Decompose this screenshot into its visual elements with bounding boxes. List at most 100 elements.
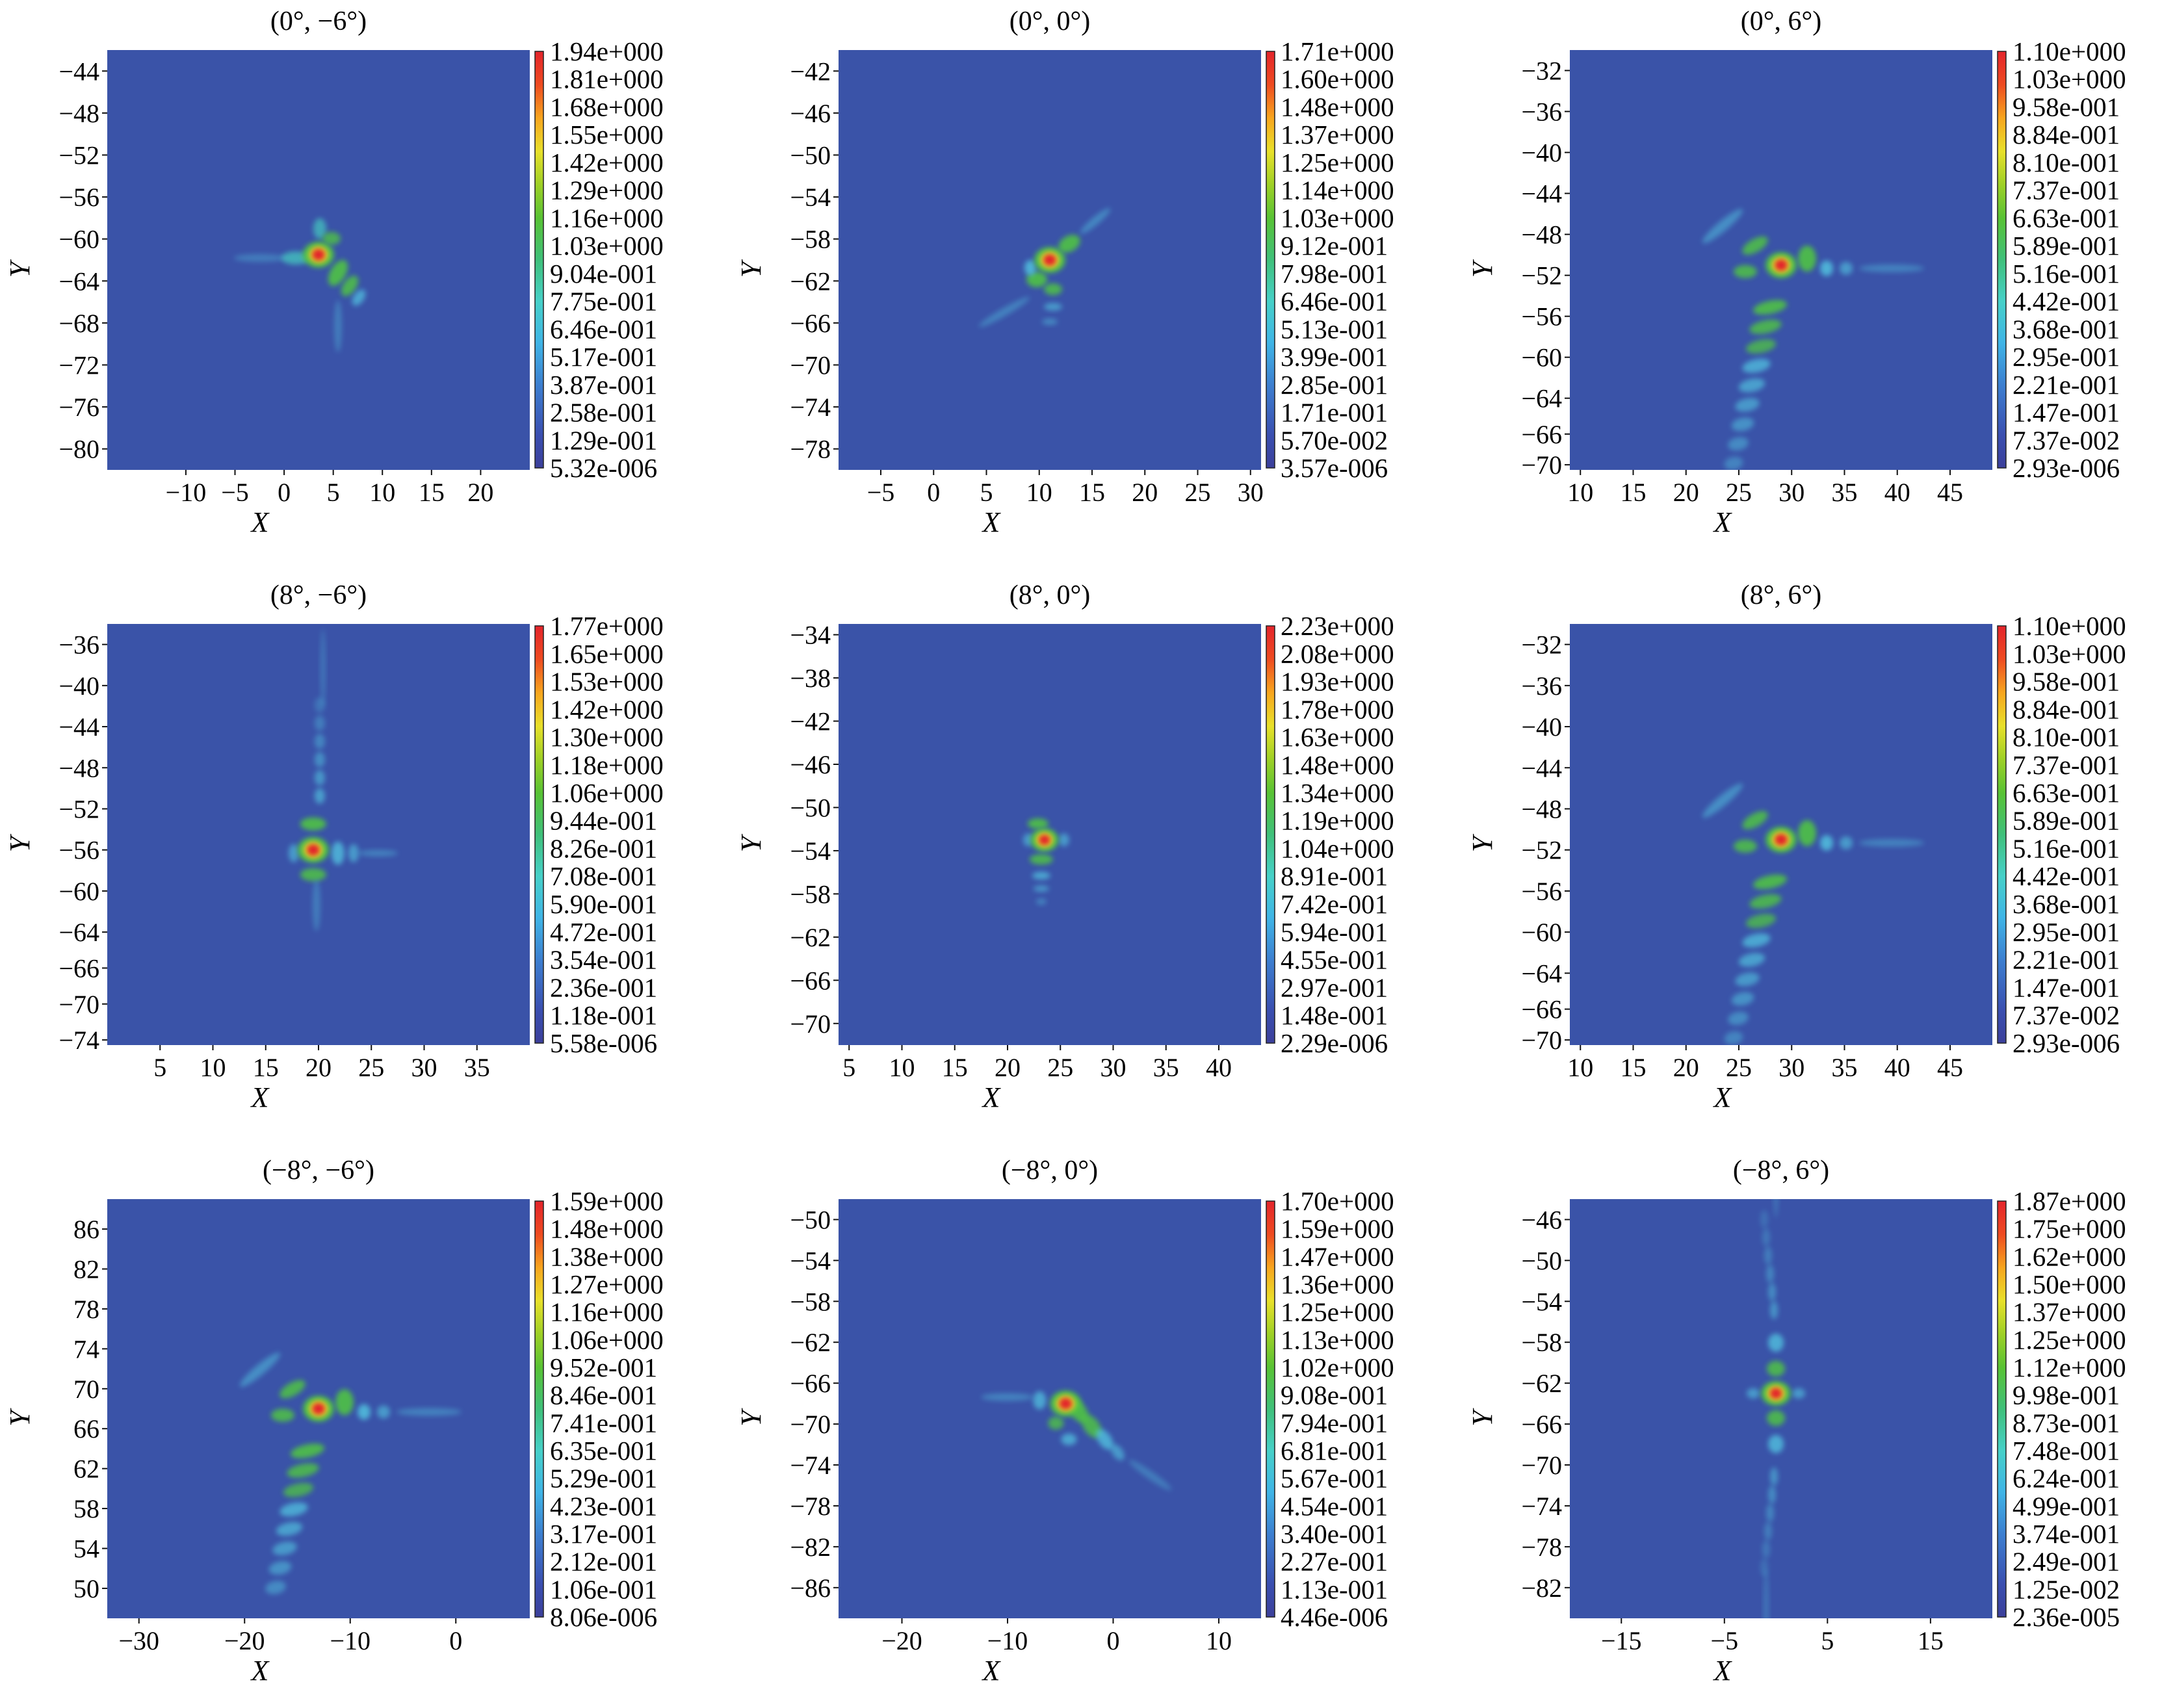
x-tick-label: 35	[1153, 1053, 1179, 1082]
y-tick-label: −66	[1521, 1410, 1562, 1439]
x-tick-label: 25	[1047, 1053, 1073, 1082]
colorbar-label: 1.06e-001	[550, 1574, 657, 1604]
heatmap-panel: (0°, 6°) 10 15 20 25 30 35 40 45 −32 −36 −40 −44 −48 −…	[1466, 6, 2126, 538]
y-tick-label: −62	[790, 1328, 831, 1357]
x-tick-label: 5	[980, 478, 993, 507]
intensity-pattern	[234, 218, 366, 352]
y-tick-label: −72	[59, 351, 99, 380]
colorbar-label: 2.12e-001	[550, 1547, 657, 1577]
x-tick-label: 35	[464, 1053, 490, 1082]
y-tick-label: 70	[73, 1375, 99, 1404]
y-tick-label: −78	[790, 1492, 831, 1521]
x-axis-label: X	[250, 1081, 270, 1113]
x-tick-label: −15	[1601, 1626, 1642, 1655]
colorbar-label: 7.41e-001	[550, 1408, 657, 1438]
colorbar-label: 1.25e+000	[2012, 1325, 2126, 1354]
y-tick-label: −64	[59, 266, 99, 296]
colorbar-label: 1.78e+000	[1281, 694, 1394, 724]
colorbar-label: 1.34e+000	[1281, 778, 1394, 808]
x-tick-label: 10	[369, 478, 395, 507]
heatmap-panel: (−8°, 6°) −15 −5 5 15 −46 −50 −54 −58 −62 −66 −70 −7…	[1466, 1156, 2126, 1687]
colorbar-label: 1.48e+000	[1281, 750, 1394, 780]
colorbar-label: 3.57e-006	[1281, 453, 1388, 483]
y-tick-label: −70	[790, 1410, 831, 1439]
colorbar-label: 7.37e-001	[2012, 750, 2120, 780]
panel-title: (0°, 0°)	[1009, 6, 1091, 36]
y-axis-label: Y	[1466, 1408, 1498, 1427]
colorbar-label: 1.38e+000	[550, 1241, 664, 1271]
intensity-pattern	[1022, 818, 1069, 905]
y-tick-label: −32	[1521, 630, 1562, 660]
y-tick-label: −56	[1521, 877, 1562, 906]
colorbar-label: 7.48e-001	[2012, 1436, 2120, 1466]
colorbar-label: 9.04e-001	[550, 259, 657, 289]
x-tick-label: 20	[1673, 478, 1699, 507]
intensity-pattern	[239, 1352, 462, 1594]
y-axis-label: Y	[4, 259, 36, 278]
colorbar-label: 7.37e-001	[2012, 175, 2120, 205]
y-tick-label: −82	[790, 1533, 831, 1562]
x-tick-label: 0	[1107, 1626, 1120, 1655]
y-axis-label: Y	[1466, 833, 1498, 852]
x-tick-label: 5	[327, 478, 340, 507]
x-tick-label: 10	[1026, 478, 1052, 507]
colorbar	[1997, 51, 2007, 469]
colorbar-label: 1.12e+000	[2012, 1352, 2126, 1382]
y-tick-label: −74	[790, 393, 831, 422]
colorbar	[1997, 1200, 2007, 1618]
colorbar-label: 7.94e-001	[1281, 1408, 1388, 1438]
y-tick-label: −52	[59, 141, 99, 170]
y-tick-label: −48	[59, 99, 99, 128]
y-tick-label: −74	[1521, 1492, 1562, 1521]
y-tick-label: −44	[1521, 179, 1562, 209]
colorbar-label: 1.36e+000	[1281, 1269, 1394, 1299]
colorbar-label: 1.14e+000	[1281, 175, 1394, 205]
colorbar-label: 7.98e-001	[1281, 259, 1388, 289]
intensity-pattern	[978, 208, 1111, 328]
colorbar-label: 1.03e+000	[2012, 639, 2126, 669]
x-axis-label: X	[982, 1655, 1002, 1687]
colorbar-label: 5.16e-001	[2012, 259, 2120, 289]
x-tick-label: 20	[1673, 1053, 1699, 1082]
colorbar-label: 1.25e+000	[1281, 148, 1394, 177]
y-tick-label: −32	[1521, 57, 1562, 86]
y-tick-label: −86	[790, 1573, 831, 1603]
y-tick-label: −42	[790, 57, 831, 86]
x-tick-label: 30	[1778, 1053, 1804, 1082]
colorbar-label: 2.23e+000	[1281, 611, 1394, 641]
colorbar-label: 1.03e+000	[1281, 203, 1394, 233]
colorbar	[1266, 51, 1275, 469]
colorbar-label: 3.68e-001	[2012, 314, 2120, 344]
colorbar-label: 1.30e+000	[550, 722, 664, 752]
y-tick-label: −46	[790, 750, 831, 779]
colorbar-label: 2.36e-005	[2012, 1602, 2120, 1632]
panel-title: (−8°, 6°)	[1733, 1156, 1829, 1185]
colorbar-label: 7.42e-001	[1281, 889, 1388, 919]
y-axis-label: Y	[1466, 259, 1498, 278]
colorbar-label: 1.37e+000	[1281, 120, 1394, 149]
colorbar-label: 9.44e-001	[550, 806, 657, 836]
colorbar-label: 2.21e-001	[2012, 370, 2120, 400]
colorbar-label: 9.58e-001	[2012, 667, 2120, 697]
panel-title: (8°, −6°)	[270, 580, 367, 610]
colorbar-label: 2.95e-001	[2012, 342, 2120, 372]
heatmap-panel: (0°, 0°)−5 0 5 10 15 20 25 30−42−46−50−54−58−62…	[735, 6, 1394, 538]
colorbar-label: 1.16e+000	[550, 1297, 664, 1327]
colorbar-label: 7.75e-001	[550, 287, 657, 317]
x-tick-label: 20	[467, 478, 493, 507]
colorbar-label: 4.23e-001	[550, 1491, 657, 1521]
colorbar-label: 4.99e-001	[2012, 1491, 2120, 1521]
colorbar-label: 2.95e-001	[2012, 917, 2120, 947]
x-tick-label: 5	[153, 1053, 166, 1082]
x-tick-label: 45	[1937, 478, 1963, 507]
colorbar-label: 1.55e+000	[550, 120, 664, 149]
x-tick-label: 30	[1778, 478, 1804, 507]
colorbar-label: 5.89e-001	[2012, 806, 2120, 836]
x-tick-label: 10	[889, 1053, 915, 1082]
y-tick-label: −60	[1521, 918, 1562, 947]
colorbar-label: 5.89e-001	[2012, 231, 2120, 261]
colorbar-label: 1.59e+000	[550, 1186, 664, 1216]
colorbar-label: 5.13e-001	[1281, 314, 1388, 344]
y-tick-label: −48	[59, 753, 99, 783]
